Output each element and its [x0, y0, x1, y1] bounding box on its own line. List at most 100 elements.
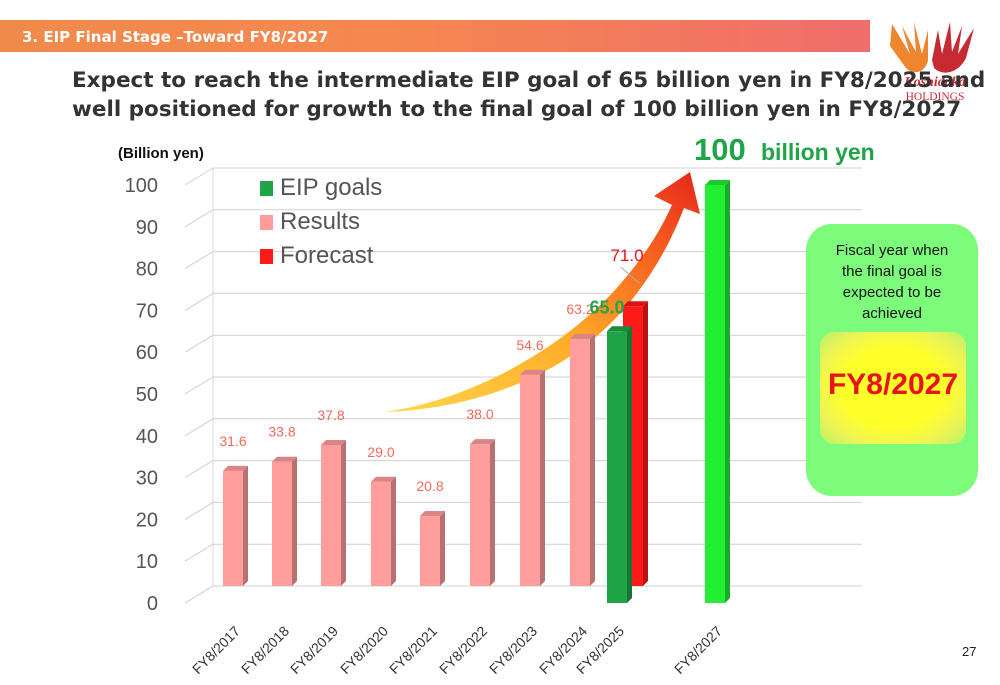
gridline-diagonal	[184, 418, 214, 437]
goal-caption-line: the final goal is	[841, 263, 943, 280]
gridline-diagonal	[184, 292, 214, 311]
goal-caption-line: Fiscal year when	[835, 242, 949, 259]
goal-caption-line: achieved	[861, 305, 923, 322]
legend-item-1: Results	[260, 208, 360, 235]
hands-icon	[890, 22, 974, 73]
bar-top	[520, 369, 545, 375]
bar-front	[607, 331, 627, 603]
legend-label: EIP goals	[280, 174, 382, 201]
bar-side	[440, 511, 445, 586]
goal-caption-line: expected to be	[842, 284, 942, 301]
legend-swatch	[260, 181, 273, 196]
bar-goal-8	[607, 326, 632, 603]
bar-side	[643, 301, 648, 586]
gridline-diagonal	[184, 334, 214, 353]
bar-top	[420, 511, 445, 517]
data-label-results: 33.8	[268, 424, 295, 440]
section-header-bar	[0, 20, 870, 52]
section-title: 3. EIP Final Stage –Toward FY8/2027	[22, 28, 329, 46]
gridline-diagonal	[184, 543, 214, 562]
bar-results-1	[272, 456, 297, 586]
bar-top	[470, 439, 495, 445]
y-tick-label: 80	[136, 259, 158, 281]
legend-swatch	[260, 249, 273, 264]
bar-side	[292, 456, 297, 586]
x-tick-label: FY8/2020	[337, 623, 391, 677]
data-label-results: 38.0	[466, 406, 493, 422]
y-tick-label: 10	[136, 551, 158, 573]
bar-side	[627, 326, 632, 603]
data-label-results: 54.6	[516, 337, 543, 353]
bar-front	[223, 470, 243, 586]
bar-front	[420, 516, 440, 586]
y-tick-label: 0	[147, 593, 158, 615]
legend-item-2: Forecast	[260, 242, 374, 269]
x-tick-label: FY8/2017	[189, 623, 243, 677]
bar-results-4	[420, 511, 445, 586]
bar-top	[321, 439, 346, 445]
bar-top	[623, 301, 648, 307]
bar-side	[243, 465, 248, 586]
x-tick-label: FY8/2023	[486, 623, 540, 677]
company-logo: Koshidaka HOLDINGS	[890, 22, 974, 103]
y-axis-label: (Billion yen)	[118, 145, 204, 162]
data-label-results: 29.0	[367, 444, 394, 460]
bar-front	[705, 185, 725, 603]
headline-line-2: well positioned for growth to the final …	[72, 97, 962, 122]
bar-front	[470, 444, 490, 586]
bar-results-0	[223, 465, 248, 586]
data-label-results: 20.8	[416, 478, 443, 494]
bar-top	[607, 326, 632, 332]
bar-goal-9	[705, 180, 730, 603]
headline-line-1: Expect to reach the intermediate EIP goa…	[72, 68, 986, 93]
goal-unit: billion yen	[761, 139, 875, 165]
x-tick-label: FY8/2022	[436, 623, 490, 677]
data-label-forecast: 71.0	[610, 246, 643, 265]
legend-label: Results	[280, 208, 360, 235]
growth-arrow	[385, 172, 700, 412]
bar-results-6	[520, 369, 545, 586]
bar-top	[371, 476, 396, 482]
leader-line	[620, 266, 640, 284]
bar-top	[223, 465, 248, 471]
y-tick-label: 20	[136, 509, 158, 531]
bar-side	[490, 439, 495, 586]
goal-callout-heading: 100 billion yen	[694, 132, 875, 167]
gridline-diagonal	[184, 501, 214, 520]
logo-name: Koshidaka	[903, 75, 965, 90]
legend-swatch	[260, 215, 273, 230]
legend-label: Forecast	[280, 242, 374, 269]
y-tick-label: 100	[125, 175, 158, 197]
bar-side	[540, 369, 545, 586]
goal-caption: Fiscal year when the final goal is expec…	[806, 240, 978, 324]
legend-item-0: EIP goals	[260, 174, 382, 201]
gridline-diagonal	[184, 460, 214, 479]
data-label-results: 31.6	[219, 433, 246, 449]
y-tick-label: 60	[136, 342, 158, 364]
gridline-diagonal	[184, 585, 214, 604]
bar-top	[570, 333, 595, 339]
bar-results-3	[371, 476, 396, 586]
bar-front	[371, 481, 391, 586]
bar-top	[272, 456, 297, 462]
gridline-diagonal	[184, 376, 214, 395]
x-tick-label: FY8/2021	[386, 623, 440, 677]
bar-front	[570, 338, 590, 586]
bar-front	[321, 444, 341, 586]
x-tick-label: FY8/2027	[671, 623, 725, 677]
gridline-diagonal	[184, 251, 214, 270]
final-goal-callout: Fiscal year when the final goal is expec…	[806, 224, 978, 496]
y-tick-label: 50	[136, 384, 158, 406]
y-tick-label: 70	[136, 300, 158, 322]
y-tick-label: 30	[136, 468, 158, 490]
data-label-goal: 65.0	[589, 297, 624, 317]
bar-side	[341, 439, 346, 586]
bar-side	[391, 476, 396, 586]
page-number: 27	[962, 644, 977, 659]
gridline-diagonal	[184, 167, 214, 186]
logo-sub: HOLDINGS	[906, 91, 965, 103]
bar-front	[272, 461, 292, 586]
gridline-diagonal	[184, 209, 214, 228]
data-label-results: 63.2	[566, 301, 593, 317]
